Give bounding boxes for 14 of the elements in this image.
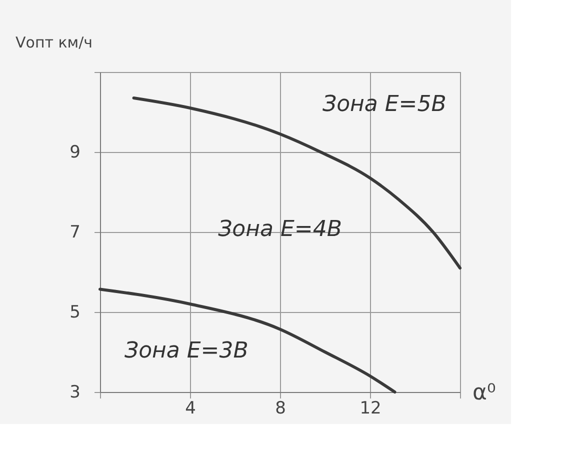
y-tick-label: 3 bbox=[70, 382, 80, 402]
x-axis-title: α⁰ bbox=[472, 380, 496, 406]
annotation: Зона E=5B bbox=[322, 92, 446, 117]
line-series bbox=[132, 96, 462, 270]
annotation: Зона E=4B bbox=[218, 216, 342, 242]
x-tick-label: 4 bbox=[185, 398, 196, 418]
y-axis-title: Vопт км/ч bbox=[16, 34, 93, 52]
y-tick-label: 7 bbox=[70, 222, 80, 242]
line-series bbox=[98, 288, 396, 394]
annotation: Зона E=3B bbox=[124, 338, 248, 364]
x-tick-label: 12 bbox=[360, 398, 382, 418]
y-tick-label: 5 bbox=[70, 302, 80, 322]
y-tick-label: 9 bbox=[70, 142, 80, 162]
x-tick-label: 8 bbox=[275, 398, 286, 418]
